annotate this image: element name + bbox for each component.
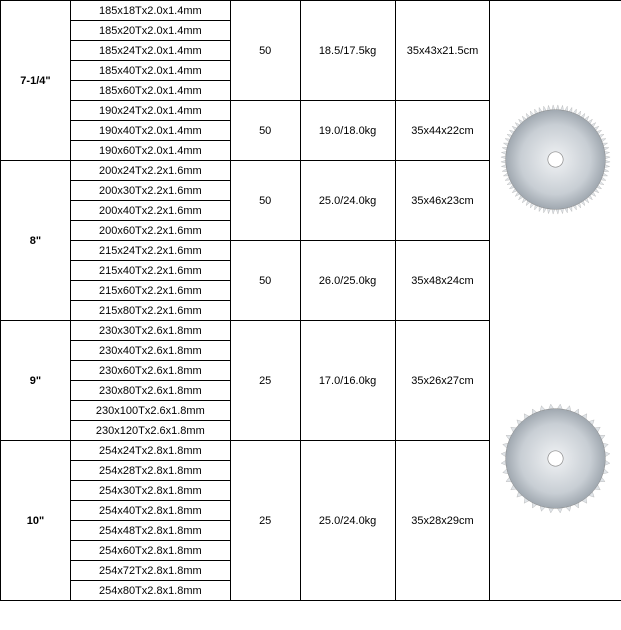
qty-cell: 50 <box>230 101 300 161</box>
spec-table: 7-1/4" 185x18Tx2.0x1.4mm 50 18.5/17.5kg … <box>0 0 621 601</box>
spec-cell: 254x28Tx2.8x1.8mm <box>70 461 230 481</box>
size-9: 9" <box>1 321 71 441</box>
spec-cell: 185x60Tx2.0x1.4mm <box>70 81 230 101</box>
spec-cell: 185x40Tx2.0x1.4mm <box>70 61 230 81</box>
weight-cell: 25.0/24.0kg <box>300 441 395 601</box>
size-7: 7-1/4" <box>1 1 71 161</box>
spec-cell: 185x24Tx2.0x1.4mm <box>70 41 230 61</box>
spec-cell: 185x18Tx2.0x1.4mm <box>70 1 230 21</box>
dims-cell: 35x46x23cm <box>395 161 490 241</box>
spec-cell: 230x30Tx2.6x1.8mm <box>70 321 230 341</box>
spec-cell: 254x72Tx2.8x1.8mm <box>70 561 230 581</box>
spec-cell: 230x100Tx2.6x1.8mm <box>70 401 230 421</box>
saw-blade-icon <box>498 102 613 217</box>
weight-cell: 25.0/24.0kg <box>300 161 395 241</box>
spec-cell: 190x24Tx2.0x1.4mm <box>70 101 230 121</box>
spec-cell: 185x20Tx2.0x1.4mm <box>70 21 230 41</box>
weight-cell: 19.0/18.0kg <box>300 101 395 161</box>
spec-cell: 254x80Tx2.8x1.8mm <box>70 581 230 601</box>
spec-cell: 215x80Tx2.2x1.6mm <box>70 301 230 321</box>
qty-cell: 50 <box>230 241 300 321</box>
spec-cell: 215x24Tx2.2x1.6mm <box>70 241 230 261</box>
qty-cell: 25 <box>230 321 300 441</box>
blade-image-cell-2 <box>490 321 621 601</box>
dims-cell: 35x26x27cm <box>395 321 490 441</box>
weight-cell: 26.0/25.0kg <box>300 241 395 321</box>
spec-cell: 254x24Tx2.8x1.8mm <box>70 441 230 461</box>
spec-cell: 200x40Tx2.2x1.6mm <box>70 201 230 221</box>
spec-cell: 200x60Tx2.2x1.6mm <box>70 221 230 241</box>
qty-cell: 50 <box>230 161 300 241</box>
dims-cell: 35x43x21.5cm <box>395 1 490 101</box>
spec-cell: 230x60Tx2.6x1.8mm <box>70 361 230 381</box>
dims-cell: 35x44x22cm <box>395 101 490 161</box>
weight-cell: 17.0/16.0kg <box>300 321 395 441</box>
spec-cell: 254x48Tx2.8x1.8mm <box>70 521 230 541</box>
weight-cell: 18.5/17.5kg <box>300 1 395 101</box>
spec-cell: 190x60Tx2.0x1.4mm <box>70 141 230 161</box>
qty-cell: 25 <box>230 441 300 601</box>
spec-cell: 190x40Tx2.0x1.4mm <box>70 121 230 141</box>
spec-cell: 254x60Tx2.8x1.8mm <box>70 541 230 561</box>
spec-cell: 230x80Tx2.6x1.8mm <box>70 381 230 401</box>
spec-cell: 215x40Tx2.2x1.6mm <box>70 261 230 281</box>
spec-cell: 254x30Tx2.8x1.8mm <box>70 481 230 501</box>
saw-blade-icon <box>498 401 613 516</box>
blade-image-cell-1 <box>490 1 621 321</box>
dims-cell: 35x48x24cm <box>395 241 490 321</box>
spec-cell: 200x24Tx2.2x1.6mm <box>70 161 230 181</box>
dims-cell: 35x28x29cm <box>395 441 490 601</box>
spec-cell: 200x30Tx2.2x1.6mm <box>70 181 230 201</box>
size-10: 10" <box>1 441 71 601</box>
spec-cell: 254x40Tx2.8x1.8mm <box>70 501 230 521</box>
spec-cell: 230x40Tx2.6x1.8mm <box>70 341 230 361</box>
size-8: 8" <box>1 161 71 321</box>
spec-cell: 215x60Tx2.2x1.6mm <box>70 281 230 301</box>
spec-cell: 230x120Tx2.6x1.8mm <box>70 421 230 441</box>
qty-cell: 50 <box>230 1 300 101</box>
